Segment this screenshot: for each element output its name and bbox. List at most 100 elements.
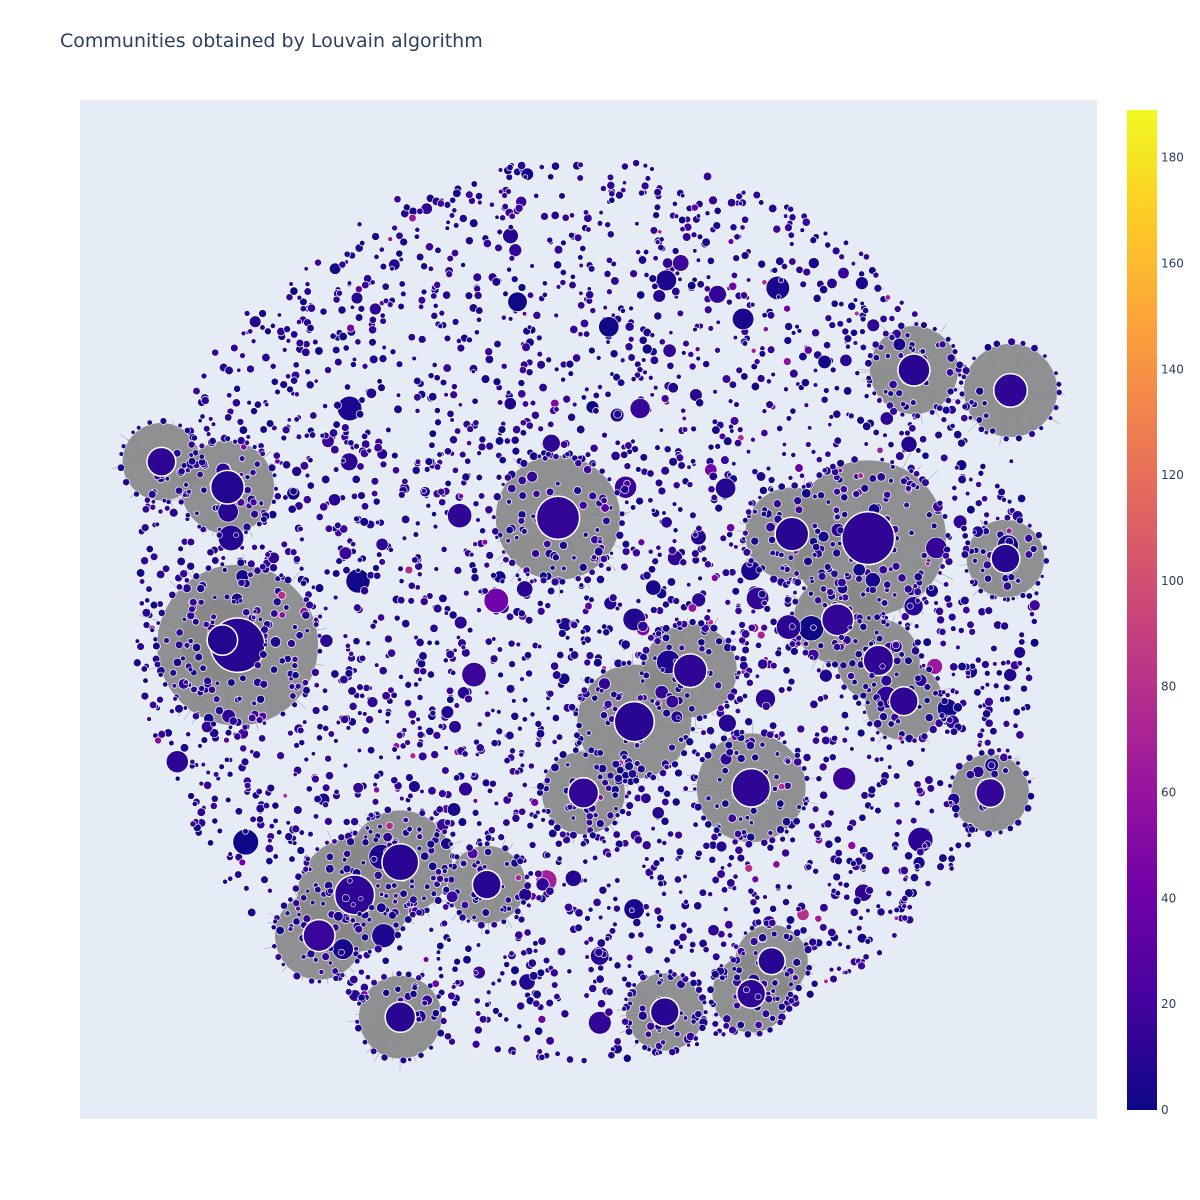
node-point [957,627,965,634]
node-point [456,343,466,353]
node-point [432,302,439,309]
node-point [1006,498,1013,505]
node-point [578,500,588,510]
node-point [913,321,919,327]
node-point [783,595,792,604]
node-point [588,596,595,603]
node-point [625,953,634,962]
node-point [660,816,670,826]
node-point [579,840,587,848]
node-point [944,532,952,539]
node-point [761,279,768,286]
node-point [490,739,499,748]
node-point [417,1051,425,1059]
node-point [747,623,756,632]
node-point [761,408,768,414]
node-point [618,519,626,527]
node-point [501,549,506,555]
node-point [340,714,350,724]
node-point [441,766,450,775]
node-point [580,1057,588,1065]
node-point [642,570,652,581]
node-point [357,968,365,976]
node-point [258,309,267,318]
node-point [546,586,556,596]
hub-node [613,700,656,743]
node-point [497,167,504,173]
node-point [226,770,234,778]
node-point [232,438,238,445]
node-point [766,843,775,852]
node-point [801,484,807,490]
node-point [409,752,417,760]
node-point [626,659,633,666]
node-point [838,253,846,261]
node-point [938,340,947,349]
node-point [322,403,329,410]
node-point [295,631,304,640]
node-point [354,1024,363,1033]
node-point [880,599,889,607]
node-point [598,688,605,694]
node-point [921,478,930,487]
node-point [997,829,1004,836]
node-point [610,276,620,286]
node-point [950,671,956,678]
node-point [728,281,738,291]
node-point [816,695,825,703]
node-point [807,257,820,270]
node-point [897,573,907,583]
node-point [983,738,992,747]
node-point [377,823,383,830]
node-point [611,819,618,827]
node-point [204,564,212,572]
node-point [443,200,452,209]
node-point [761,701,771,711]
node-point [869,805,875,811]
node-point [545,705,551,711]
node-point [893,305,902,313]
node-point [365,640,372,647]
node-point [772,499,782,509]
node-point [634,1039,640,1045]
node-point [987,761,996,770]
node-point [452,647,458,653]
node-point [793,496,803,506]
node-point [626,963,633,969]
node-point [1002,719,1011,728]
node-point [299,305,307,313]
node-point [240,330,247,337]
node-point [588,346,596,355]
node-point [849,746,855,752]
node-point [968,399,975,406]
node-point [512,425,522,435]
node-point [476,820,483,827]
node-point [365,387,378,399]
node-point [439,1017,448,1025]
node-point [992,682,1000,690]
node-point [318,969,325,975]
node-point [966,505,976,515]
node-point [666,577,677,587]
node-point [247,328,254,335]
node-point [332,594,339,601]
node-point [682,785,689,792]
node-point [378,246,385,253]
node-point [409,878,415,884]
node-point [338,331,348,342]
node-point [453,566,463,575]
node-point [880,674,893,687]
node-point [473,291,483,300]
node-point [699,756,706,763]
node-point [692,248,698,254]
node-point [325,864,335,874]
node-point [761,599,768,607]
node-point [849,328,859,337]
node-point [426,639,433,646]
node-point [481,908,491,917]
node-point [696,280,705,289]
node-point [306,323,315,333]
node-point [793,751,801,759]
node-point [591,554,598,561]
node-point [758,486,768,495]
